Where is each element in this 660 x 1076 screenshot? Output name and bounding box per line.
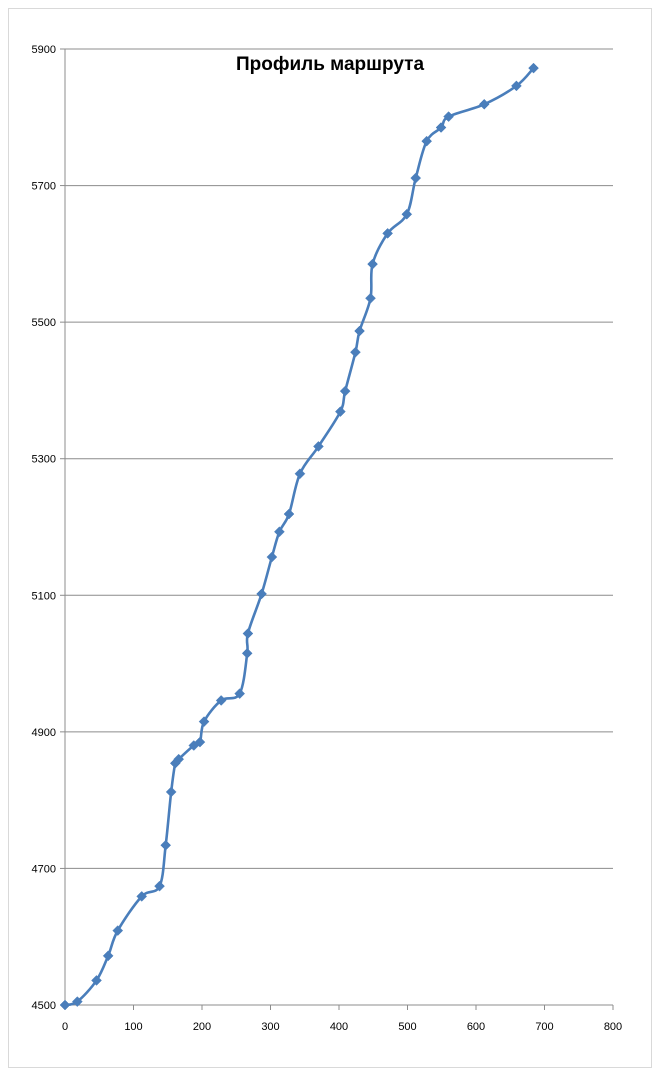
data-point-marker: [335, 406, 346, 417]
y-tick-label: 5100: [32, 590, 56, 602]
data-point-marker: [91, 975, 102, 986]
y-tick-label: 5500: [32, 317, 56, 329]
data-point-marker: [198, 716, 210, 727]
data-point-marker: [154, 880, 165, 892]
data-point-marker: [421, 135, 433, 147]
data-point-marker: [339, 385, 351, 397]
data-point-marker: [59, 999, 71, 1011]
chart-area: [8, 8, 652, 1068]
data-point-marker: [410, 172, 422, 184]
x-tick-label: 600: [467, 1021, 485, 1033]
y-tick-label: 4500: [32, 1000, 56, 1012]
series-line: [64, 67, 535, 1007]
x-tick-label: 100: [124, 1021, 142, 1033]
x-tick-label: 800: [604, 1021, 622, 1033]
data-point-marker: [173, 753, 185, 765]
axes: 4500 4700 4900 5100 5300 5500 5700 5900 0 100 200 3…: [32, 44, 623, 1033]
data-point-marker: [367, 258, 378, 270]
x-tick-label: 300: [261, 1021, 279, 1033]
data-point-marker: [215, 695, 227, 706]
data-point-marker: [136, 891, 148, 902]
data-point-marker: [354, 325, 365, 337]
data-point-marker: [313, 441, 324, 452]
data-point-marker: [112, 925, 124, 936]
data-point-marker: [160, 839, 172, 851]
data-point-marker: [528, 62, 539, 74]
data-point-marker: [242, 628, 254, 639]
data-point-marker: [71, 996, 83, 1007]
x-tick-label: 200: [193, 1021, 211, 1033]
x-tick-label: 0: [62, 1021, 68, 1033]
x-tick-label: 700: [535, 1021, 553, 1033]
data-point-marker: [350, 346, 361, 358]
y-tick-label: 4900: [32, 727, 56, 739]
data-point-marker: [365, 292, 376, 304]
x-tick-label: 400: [330, 1021, 348, 1033]
data-point-marker: [256, 588, 267, 600]
data-point-marker: [165, 786, 177, 798]
data-point-marker: [194, 736, 206, 748]
data-point-marker: [266, 551, 278, 563]
y-tick-label: 5300: [32, 454, 56, 466]
data-point-marker: [382, 228, 393, 239]
gridlines: [65, 48, 613, 869]
data-point-marker: [511, 80, 522, 92]
x-tick-label: 500: [398, 1021, 416, 1033]
data-point-marker: [283, 508, 295, 520]
data-point-marker: [294, 468, 306, 480]
data-point-marker: [443, 111, 454, 122]
y-tick-label: 5900: [32, 44, 56, 56]
data-point-marker: [234, 688, 246, 699]
data-point-marker: [401, 208, 413, 220]
data-point-marker: [274, 526, 285, 538]
y-tick-label: 4700: [32, 863, 56, 875]
y-tick-label: 5700: [32, 181, 56, 193]
chart-title: Профиль маршрута: [236, 54, 424, 75]
data-point-marker: [241, 647, 253, 659]
data-point-marker: [102, 950, 114, 962]
data-point-marker: [435, 122, 447, 133]
series-layer: [59, 62, 539, 1011]
data-point-marker: [478, 98, 490, 110]
